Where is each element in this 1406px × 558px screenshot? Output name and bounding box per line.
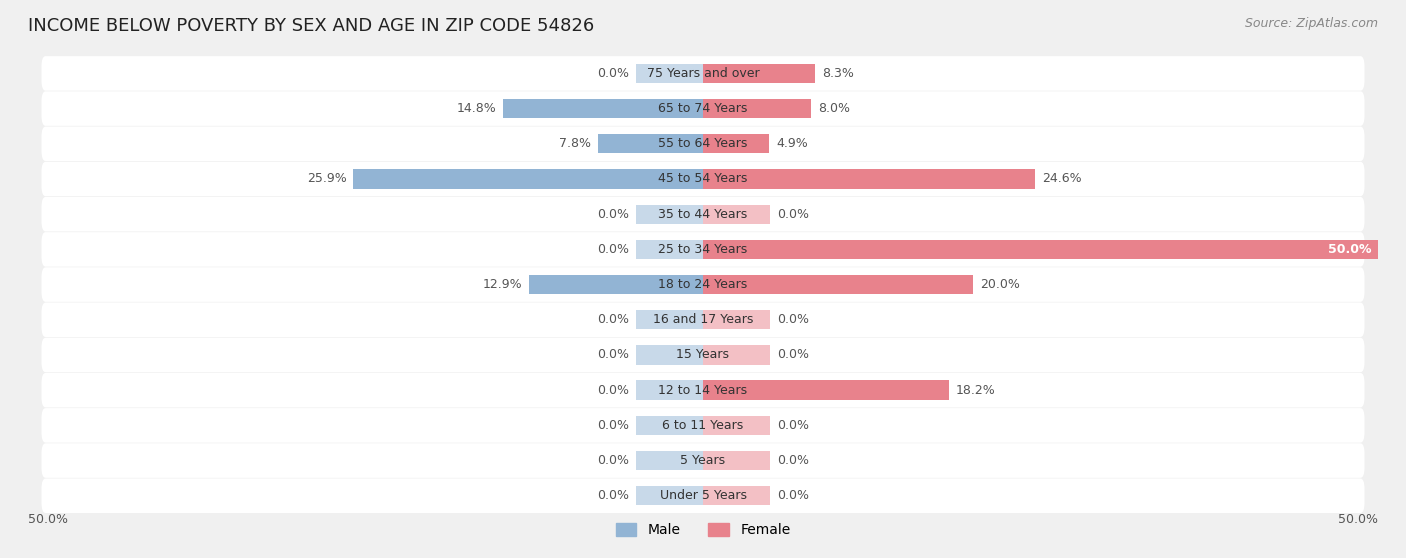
FancyBboxPatch shape — [42, 479, 1364, 513]
Text: 25.9%: 25.9% — [307, 172, 347, 185]
Text: 0.0%: 0.0% — [596, 454, 628, 467]
Bar — [703, 486, 770, 506]
Bar — [703, 169, 1035, 189]
Text: 8.0%: 8.0% — [818, 102, 849, 115]
Bar — [353, 169, 703, 189]
Text: 50.0%: 50.0% — [1327, 243, 1371, 256]
Bar — [636, 204, 703, 224]
Bar — [703, 451, 770, 470]
Bar — [636, 345, 703, 365]
Text: 5 Years: 5 Years — [681, 454, 725, 467]
Bar — [703, 310, 770, 329]
Text: 0.0%: 0.0% — [596, 313, 628, 326]
Text: 35 to 44 Years: 35 to 44 Years — [658, 208, 748, 220]
Bar — [636, 451, 703, 470]
Bar — [703, 99, 811, 118]
Text: 45 to 54 Years: 45 to 54 Years — [658, 172, 748, 185]
Bar — [703, 416, 770, 435]
FancyBboxPatch shape — [42, 443, 1364, 478]
Text: 20.0%: 20.0% — [980, 278, 1019, 291]
Text: 65 to 74 Years: 65 to 74 Years — [658, 102, 748, 115]
Text: 18 to 24 Years: 18 to 24 Years — [658, 278, 748, 291]
Bar — [636, 416, 703, 435]
FancyBboxPatch shape — [42, 373, 1364, 407]
FancyBboxPatch shape — [42, 127, 1364, 161]
Text: 0.0%: 0.0% — [596, 489, 628, 502]
Text: 15 Years: 15 Years — [676, 349, 730, 362]
Text: Under 5 Years: Under 5 Years — [659, 489, 747, 502]
Text: 0.0%: 0.0% — [596, 67, 628, 80]
Text: 24.6%: 24.6% — [1042, 172, 1081, 185]
Text: 0.0%: 0.0% — [778, 454, 810, 467]
Bar — [503, 99, 703, 118]
FancyBboxPatch shape — [42, 267, 1364, 302]
Text: 55 to 64 Years: 55 to 64 Years — [658, 137, 748, 150]
Text: 4.9%: 4.9% — [776, 137, 807, 150]
Text: 7.8%: 7.8% — [560, 137, 591, 150]
Bar — [529, 275, 703, 294]
Text: 12.9%: 12.9% — [482, 278, 522, 291]
FancyBboxPatch shape — [42, 56, 1364, 90]
Text: 12 to 14 Years: 12 to 14 Years — [658, 384, 748, 397]
Text: 18.2%: 18.2% — [956, 384, 995, 397]
Bar — [636, 64, 703, 83]
Bar — [703, 134, 769, 153]
Bar — [703, 64, 815, 83]
Legend: Male, Female: Male, Female — [610, 518, 796, 543]
Text: 0.0%: 0.0% — [596, 243, 628, 256]
Text: 14.8%: 14.8% — [457, 102, 496, 115]
FancyBboxPatch shape — [42, 197, 1364, 232]
Text: 0.0%: 0.0% — [778, 349, 810, 362]
FancyBboxPatch shape — [42, 338, 1364, 372]
Bar — [703, 381, 949, 400]
Text: 0.0%: 0.0% — [596, 208, 628, 220]
Text: Source: ZipAtlas.com: Source: ZipAtlas.com — [1244, 17, 1378, 30]
FancyBboxPatch shape — [42, 92, 1364, 126]
Bar — [636, 310, 703, 329]
Text: 0.0%: 0.0% — [596, 384, 628, 397]
Bar — [636, 381, 703, 400]
Text: 6 to 11 Years: 6 to 11 Years — [662, 419, 744, 432]
Text: 25 to 34 Years: 25 to 34 Years — [658, 243, 748, 256]
Text: 8.3%: 8.3% — [821, 67, 853, 80]
Text: 16 and 17 Years: 16 and 17 Years — [652, 313, 754, 326]
Text: 0.0%: 0.0% — [596, 419, 628, 432]
Text: 0.0%: 0.0% — [778, 419, 810, 432]
Text: 75 Years and over: 75 Years and over — [647, 67, 759, 80]
Bar — [598, 134, 703, 153]
Text: 0.0%: 0.0% — [778, 313, 810, 326]
Bar — [703, 345, 770, 365]
Bar — [636, 486, 703, 506]
Bar — [703, 240, 1378, 259]
Text: 0.0%: 0.0% — [596, 349, 628, 362]
Bar — [703, 204, 770, 224]
FancyBboxPatch shape — [42, 162, 1364, 196]
Text: INCOME BELOW POVERTY BY SEX AND AGE IN ZIP CODE 54826: INCOME BELOW POVERTY BY SEX AND AGE IN Z… — [28, 17, 595, 35]
FancyBboxPatch shape — [42, 302, 1364, 337]
Bar — [636, 240, 703, 259]
FancyBboxPatch shape — [42, 408, 1364, 442]
FancyBboxPatch shape — [42, 232, 1364, 267]
Text: 50.0%: 50.0% — [28, 513, 67, 526]
Text: 50.0%: 50.0% — [1339, 513, 1378, 526]
Text: 0.0%: 0.0% — [778, 489, 810, 502]
Bar — [703, 275, 973, 294]
Text: 0.0%: 0.0% — [778, 208, 810, 220]
